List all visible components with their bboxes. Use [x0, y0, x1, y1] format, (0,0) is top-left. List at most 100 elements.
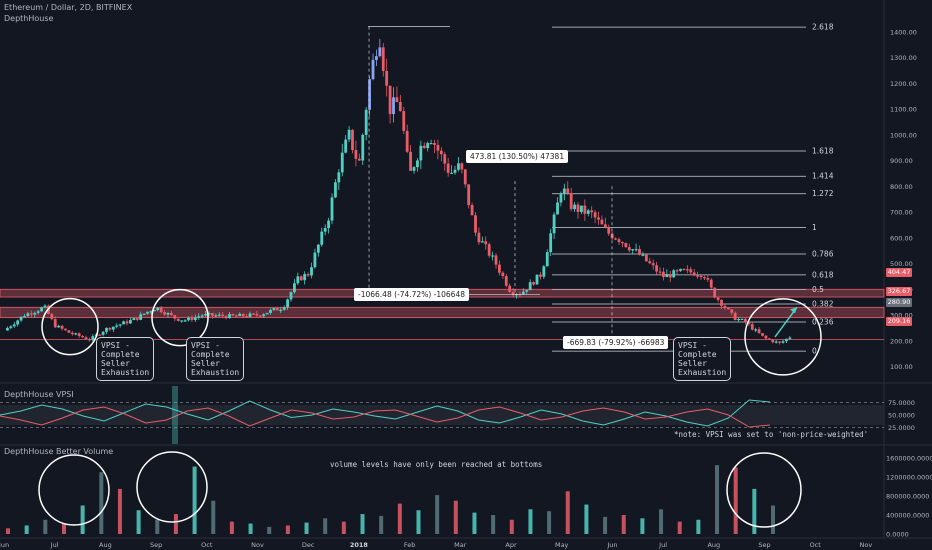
- candle-body: [118, 324, 122, 326]
- time-axis-tick: Mar: [454, 541, 467, 549]
- candle-body: [320, 231, 324, 245]
- candle-body: [566, 188, 570, 194]
- candle-body: [340, 152, 344, 173]
- candle-body: [716, 297, 720, 300]
- candle-body: [248, 313, 252, 317]
- price-badge: 280.90: [886, 298, 912, 307]
- candle-body: [679, 268, 682, 271]
- volume-bar: [677, 521, 682, 534]
- candle-body: [272, 308, 276, 310]
- candle-body: [166, 312, 170, 315]
- volume-axis-tick: 0.0000: [886, 531, 909, 539]
- time-axis-tick: Aug: [707, 541, 720, 549]
- candle-body: [286, 299, 289, 308]
- volume-axis-tick: 400000.0000: [886, 512, 929, 520]
- candle-body: [607, 227, 611, 234]
- candle-body: [648, 261, 652, 264]
- candle-body: [556, 202, 559, 215]
- candle-body: [583, 205, 587, 214]
- candle-body: [361, 134, 365, 161]
- fib-level-label: 0.236: [812, 317, 834, 326]
- candle-body: [562, 188, 566, 195]
- candle-body: [303, 274, 307, 281]
- fib-level-label: 1.414: [812, 172, 834, 181]
- candle-body: [132, 318, 136, 321]
- candle-body: [299, 276, 303, 281]
- indicator-author: DepthHouse: [4, 14, 54, 23]
- candle-body: [675, 270, 679, 272]
- candle-body: [614, 238, 617, 240]
- volume-bar: [285, 525, 290, 534]
- time-axis-tick: Jul: [50, 541, 59, 549]
- price-axis-tick: 1400.00: [890, 28, 917, 36]
- fib-level-label: 0: [812, 347, 817, 356]
- vpsi-series-line: [0, 406, 771, 428]
- volume-bar: [565, 491, 570, 534]
- candle-body: [532, 282, 535, 285]
- candle-body: [528, 282, 532, 291]
- candle-body: [412, 167, 416, 171]
- fib-level-label: 1.272: [812, 189, 834, 198]
- candle-body: [484, 241, 488, 245]
- candle-body: [395, 97, 399, 103]
- volume-bar: [173, 514, 178, 534]
- candle-body: [207, 313, 211, 315]
- candle-body: [730, 309, 734, 313]
- price-axis-tick: 600.00: [890, 234, 913, 242]
- candle-body: [269, 309, 272, 313]
- vpsi-note: *note: VPSI was set to 'non-price-weight…: [674, 430, 869, 439]
- candle-body: [234, 315, 238, 317]
- candle-body: [142, 313, 146, 315]
- candle-body: [316, 244, 320, 253]
- candle-body: [433, 143, 436, 145]
- candle-body: [487, 244, 491, 256]
- candle-body: [453, 169, 457, 173]
- volume-pane-title: DepthHouse Better Volume: [4, 447, 114, 456]
- candle-body: [662, 271, 665, 278]
- candle-body: [40, 307, 43, 312]
- price-badge: 404.47: [886, 268, 912, 277]
- candle-body: [545, 252, 549, 267]
- highlight-circle: [744, 298, 822, 376]
- time-axis-tick: Feb: [404, 541, 416, 549]
- candle-body: [67, 330, 71, 333]
- volume-bar: [192, 466, 197, 534]
- candle-body: [682, 268, 686, 271]
- volume-bar: [528, 509, 533, 534]
- candle-body: [504, 276, 508, 286]
- candle-body: [761, 333, 764, 336]
- volume-bar: [659, 509, 664, 534]
- candle-body: [9, 326, 13, 328]
- vpsi-series-line: [0, 399, 771, 427]
- fib-level-label: 1.618: [812, 146, 834, 155]
- price-axis-tick: 1200.00: [890, 80, 917, 88]
- candle-body: [600, 219, 604, 225]
- candle-body: [139, 314, 143, 320]
- volume-bar: [43, 519, 48, 534]
- candle-body: [159, 307, 163, 313]
- candle-body: [443, 154, 447, 164]
- candle-body: [590, 210, 594, 213]
- candle-body: [617, 239, 621, 243]
- candle-body: [6, 327, 9, 331]
- candle-body: [245, 316, 248, 318]
- candle-body: [668, 274, 672, 278]
- candle-body: [36, 311, 40, 313]
- candle-body: [638, 249, 641, 255]
- candle-body: [785, 338, 788, 342]
- time-axis-tick: Jun: [606, 541, 617, 549]
- callout-seller-exhaustion-2: VPSI - Complete Seller Exhaustion: [186, 337, 245, 381]
- fib-level-label: 0.618: [812, 270, 834, 279]
- candle-body: [84, 337, 88, 340]
- volume-bar: [733, 467, 738, 534]
- candle-body: [98, 334, 102, 336]
- volume-bar: [547, 511, 552, 534]
- candle-body: [64, 328, 67, 331]
- time-axis-tick: Aug: [99, 541, 112, 549]
- volume-bar: [509, 519, 514, 534]
- candle-body: [781, 341, 785, 343]
- candle-body: [211, 313, 214, 316]
- candle-body: [19, 316, 23, 321]
- candle-body: [265, 312, 269, 315]
- candle-body: [163, 312, 166, 315]
